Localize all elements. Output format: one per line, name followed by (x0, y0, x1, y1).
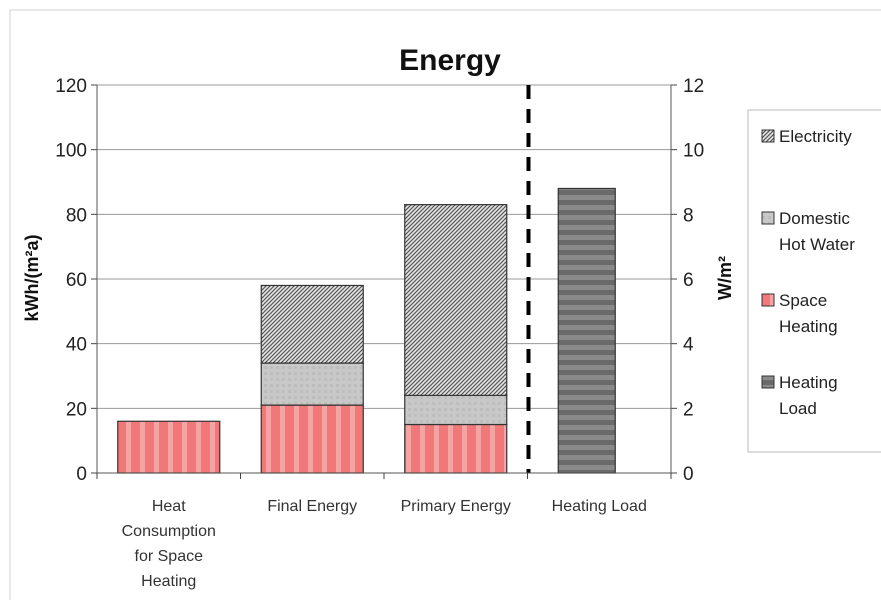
y-axis-label: kWh/(m²a) (22, 235, 42, 322)
chart-title: Energy (399, 44, 501, 77)
bar-segment-space-heating (404, 423, 508, 474)
y2-tick-label: 8 (683, 205, 694, 226)
legend-box (747, 109, 881, 453)
x-tick-label: Heat (152, 498, 186, 515)
legend-swatch (761, 129, 775, 143)
axes (91, 84, 677, 479)
bar-segment-space-heating (260, 404, 364, 474)
legend: Electricity Domestic Hot Water Space Heating… (747, 109, 881, 453)
bar-segment-heating-load (557, 187, 616, 474)
y-tick-label: 0 (76, 464, 87, 485)
bar-segment-electricity (260, 284, 364, 364)
y-tick-label: 120 (55, 76, 87, 97)
legend-label: Hot Water (779, 235, 855, 254)
legend-label: Electricity (779, 127, 852, 146)
y-tick-label: 100 (55, 141, 87, 162)
bar-segment-space-heating (117, 420, 221, 474)
x-tick-label: Heating (141, 573, 196, 590)
legend-swatch (761, 293, 775, 307)
y2-tick-label: 6 (683, 270, 694, 291)
legend-label: Load (779, 399, 817, 418)
y2-tick-label: 0 (683, 464, 694, 485)
legend-swatch (761, 375, 775, 389)
y-tick-label: 40 (66, 335, 87, 356)
legend-label: Heating (779, 373, 838, 392)
legend-label: Heating (779, 317, 838, 336)
y-tick-label: 20 (66, 399, 87, 420)
y2-tick-label: 10 (683, 141, 704, 162)
axis-labels: 0 20 40 60 80 100 120 0 2 4 6 8 10 12 Heat Consumption f… (55, 76, 704, 590)
y2-tick-label: 12 (683, 76, 704, 97)
x-tick-label: Final Energy (267, 498, 357, 515)
x-tick-label: Heating Load (552, 498, 647, 515)
bar-segment-electricity (404, 204, 508, 396)
y2-axis-label: W/m² (715, 256, 735, 300)
bar-segment-domestic-hot-water (404, 394, 508, 426)
legend-swatch (761, 211, 775, 225)
legend-label: Space (779, 291, 827, 310)
y2-tick-label: 2 (683, 399, 694, 420)
legend-label: Domestic (779, 209, 850, 228)
y2-tick-label: 4 (683, 335, 694, 356)
x-tick-label: Consumption (122, 523, 216, 540)
y-tick-label: 60 (66, 270, 87, 291)
x-tick-label: for Space (135, 548, 204, 565)
y-tick-label: 80 (66, 205, 87, 226)
bar-segment-domestic-hot-water (260, 362, 364, 406)
x-tick-label: Primary Energy (401, 498, 511, 515)
bars (117, 85, 616, 474)
